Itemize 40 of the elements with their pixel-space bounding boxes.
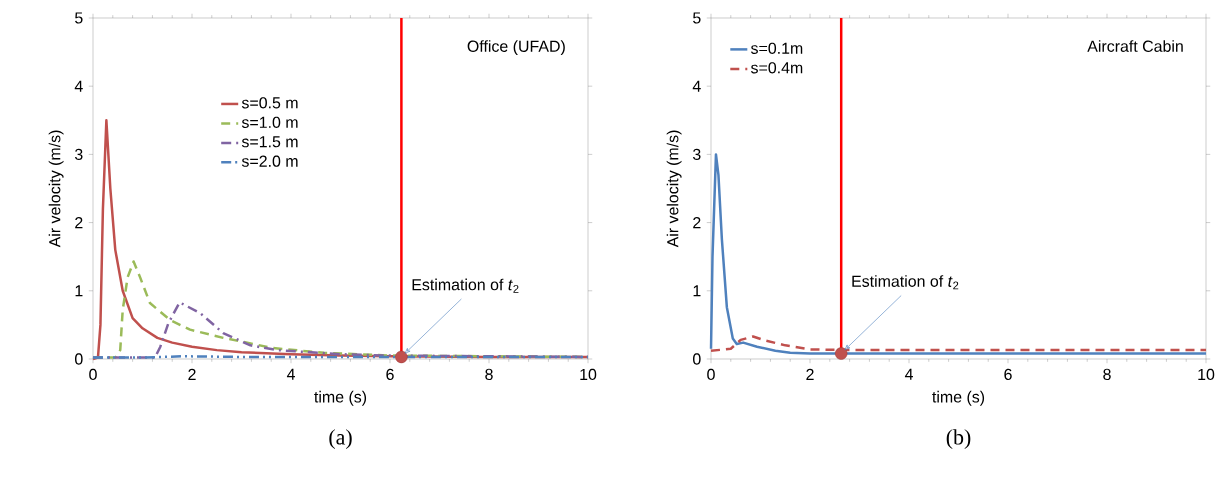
legend-label: s=0.5 m	[241, 97, 298, 109]
y-axis-title: Air velocity (m/s)	[48, 130, 64, 248]
legend-label: s=1.5 m	[241, 136, 298, 148]
y-tick-label: 3	[692, 148, 701, 161]
legend-label: s=1.0 m	[241, 116, 298, 128]
annotation: Estimation of t$_{2}$	[852, 275, 959, 290]
y-tick-label: 1	[693, 285, 701, 297]
x-axis-title: time (s)	[932, 390, 985, 406]
y-tick-label: 2	[75, 217, 83, 229]
x-tick-label: 8	[485, 368, 493, 381]
annotation: Estimation of t$_{2}$	[412, 278, 519, 293]
x-tick-label: 8	[1103, 368, 1111, 381]
text: (a)	[329, 429, 352, 450]
legend-label: s=0.1m	[750, 42, 803, 54]
text: (b)	[946, 429, 971, 450]
y-tick-label: 3	[74, 148, 83, 161]
x-tick-label: 6	[1004, 368, 1012, 381]
x-tick-label: 4	[286, 368, 295, 380]
legend-label: s=2.0 m	[241, 155, 298, 167]
y-tick-label: 2	[693, 217, 701, 229]
y-tick-label: 0	[75, 353, 83, 365]
y-tick-label: 5	[75, 12, 83, 24]
x-tick-label: 10	[1198, 368, 1215, 381]
annotation: Aircraft Cabin	[1087, 40, 1183, 52]
x-tick-label: 0	[89, 368, 97, 381]
y-tick-label: 5	[693, 12, 701, 24]
x-tick-label: 10	[580, 368, 597, 381]
y-tick-label: 0	[693, 353, 701, 365]
annotation: Office (UFAD)	[467, 40, 565, 56]
legend-label: s=0.4m	[750, 62, 803, 74]
x-tick-label: 2	[806, 368, 814, 380]
x-tick-label: 6	[386, 368, 394, 381]
y-axis-title: Air velocity (m/s)	[666, 130, 682, 248]
x-tick-label: 0	[707, 368, 715, 381]
x-axis-title: time (s)	[314, 390, 367, 406]
y-tick-label: 1	[75, 285, 83, 297]
y-tick-label: 4	[692, 80, 701, 92]
y-tick-label: 4	[74, 80, 83, 92]
x-tick-label: 4	[904, 368, 913, 380]
x-tick-label: 2	[188, 368, 196, 380]
